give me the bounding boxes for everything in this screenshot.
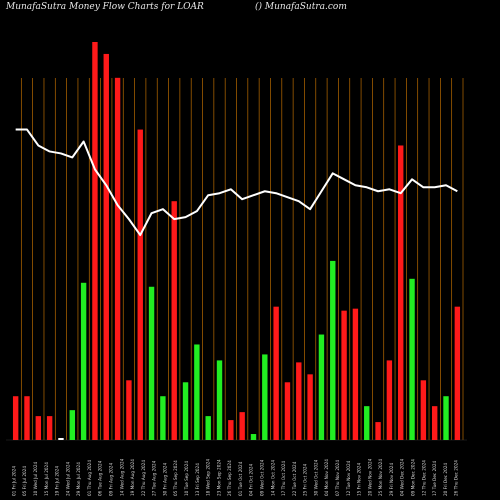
money-flow-bar bbox=[194, 344, 200, 440]
money-flow-bar bbox=[273, 306, 279, 440]
money-flow-line-path bbox=[15, 128, 458, 237]
x-tick-label: 05 Fri Jul 2024 bbox=[22, 466, 27, 496]
money-flow-bar bbox=[69, 410, 75, 440]
x-tick-label: 05 Thu Sep 2024 bbox=[173, 460, 178, 496]
x-tick-label: 30 Wed Oct 2024 bbox=[313, 459, 318, 496]
money-flow-bar bbox=[443, 396, 449, 440]
money-flow-bar bbox=[46, 416, 53, 440]
money-flow-bar bbox=[420, 380, 427, 440]
x-tick-label: 15 Fri Nov 2024 bbox=[357, 463, 362, 496]
money-flow-bar bbox=[296, 362, 302, 440]
x-tick-label: 22 Tue Oct 2024 bbox=[292, 461, 297, 496]
money-flow-bar bbox=[398, 145, 404, 441]
money-flow-bar bbox=[182, 382, 189, 440]
money-flow-bar bbox=[35, 416, 42, 440]
money-flow-bar bbox=[92, 42, 98, 440]
money-flow-bar bbox=[375, 422, 381, 440]
money-flow-bar bbox=[364, 406, 370, 440]
money-flow-bar bbox=[262, 354, 268, 440]
x-tick-label: 10 Wed Jul 2024 bbox=[33, 462, 38, 496]
x-tick-label: 20 Wed Nov 2024 bbox=[367, 458, 372, 496]
money-flow-bar bbox=[454, 306, 461, 440]
x-tick-label: 06 Tue Aug 2024 bbox=[98, 460, 103, 496]
x-tick-label: 07 Thu Nov 2024 bbox=[335, 460, 340, 496]
money-flow-bar bbox=[114, 77, 121, 440]
money-flow-bar bbox=[330, 260, 336, 440]
x-tick-label: 10 Tue Sep 2024 bbox=[184, 461, 189, 496]
money-flow-bar bbox=[58, 438, 64, 440]
grid-lines bbox=[6, 78, 467, 441]
money-flow-bar bbox=[341, 310, 347, 440]
money-flow-bar bbox=[250, 434, 257, 440]
money-flow-bar bbox=[318, 334, 325, 440]
money-flow-line bbox=[15, 128, 458, 237]
x-tick-label: 24 Wed Jul 2024 bbox=[65, 462, 70, 496]
x-tick-label: 25 Mon Nov 2024 bbox=[378, 459, 383, 496]
money-flow-bar bbox=[228, 420, 234, 440]
money-flow-bar bbox=[205, 416, 211, 440]
money-flow-bar bbox=[137, 129, 143, 440]
x-tick-label: 20 Fri Dec 2024 bbox=[443, 463, 448, 496]
money-flow-bar bbox=[239, 412, 245, 440]
money-flow-bar bbox=[160, 396, 166, 440]
x-tick-label: 04 Wed Dec 2024 bbox=[400, 458, 405, 496]
x-tick-label: 22 Thu Aug 2024 bbox=[141, 460, 146, 496]
money-flow-bar bbox=[284, 382, 291, 440]
x-tick-label: 13 Fri Sep 2024 bbox=[195, 463, 200, 496]
money-flow-bar bbox=[216, 360, 223, 440]
money-flow-bar bbox=[386, 360, 393, 440]
x-tick-label: 15 Mon Jul 2024 bbox=[44, 462, 49, 496]
money-flow-bar bbox=[103, 53, 109, 440]
x-tick-label: 14 Wed Aug 2024 bbox=[119, 458, 124, 496]
x-tick-label: 09 Mon Dec 2024 bbox=[410, 459, 415, 496]
x-tick-label: 09 Fri Aug 2024 bbox=[108, 463, 113, 496]
x-tick-label: 01 Fri Jul 2024 bbox=[11, 466, 16, 496]
x-tick-label: 23 Mon Sep 2024 bbox=[216, 459, 221, 496]
money-flow-bar bbox=[80, 282, 87, 440]
x-tick-label: 18 Wed Sep 2024 bbox=[206, 459, 211, 496]
x-tick-label: 14 Mon Oct 2024 bbox=[270, 460, 275, 496]
site-credit: () MunafaSutra.com bbox=[255, 1, 347, 12]
money-flow-bar bbox=[148, 286, 155, 440]
x-tick-label: 29 Fri Nov 2024 bbox=[389, 463, 394, 496]
x-tick-label: 19 Fri Jul 2024 bbox=[55, 466, 60, 496]
x-tick-label: 26 Thu Sep 2024 bbox=[227, 460, 232, 496]
chart-title: MunafaSutra Money Flow Charts for LOAR bbox=[5, 2, 204, 12]
money-flow-bar bbox=[307, 374, 313, 440]
x-axis-tick-labels: 01 Fri Jul 2024 05 Fri Jul 2024 10 Wed Jul… bbox=[11, 458, 458, 496]
x-tick-label: 26 Thu Dec 2024 bbox=[454, 460, 459, 496]
x-tick-label: 17 Thu Oct 2024 bbox=[281, 461, 286, 496]
x-tick-label: 12 Thu Dec 2024 bbox=[421, 460, 426, 496]
money-flow-bar bbox=[171, 201, 177, 440]
x-tick-label: 27 Tue Aug 2024 bbox=[152, 460, 157, 496]
x-tick-label: 30 Fri Aug 2024 bbox=[162, 463, 167, 496]
money-flow-bar bbox=[126, 380, 132, 440]
x-tick-label: 09 Wed Oct 2024 bbox=[259, 459, 264, 496]
x-tick-label: 29 Mon Jul 2024 bbox=[76, 462, 81, 496]
money-flow-bar bbox=[352, 308, 359, 440]
x-tick-label: 04 Mon Nov 2024 bbox=[324, 459, 329, 496]
money-flow-bar bbox=[24, 396, 30, 440]
x-tick-label: 17 Tue Dec 2024 bbox=[432, 460, 437, 496]
money-flow-bar bbox=[431, 406, 438, 440]
money-flow-bar bbox=[12, 396, 19, 440]
money-flow-bar bbox=[409, 278, 415, 440]
x-tick-label: 04 Fri Oct 2024 bbox=[249, 463, 254, 496]
x-tick-label: 01 Thu Aug 2024 bbox=[87, 460, 92, 496]
bar-series bbox=[12, 42, 461, 441]
x-tick-label: 25 Fri Oct 2024 bbox=[303, 463, 308, 496]
x-tick-label: 19 Mon Aug 2024 bbox=[130, 459, 135, 496]
x-tick-label: 01 Tue Oct 2024 bbox=[238, 461, 243, 496]
x-tick-label: 12 Tue Nov 2024 bbox=[346, 460, 351, 496]
